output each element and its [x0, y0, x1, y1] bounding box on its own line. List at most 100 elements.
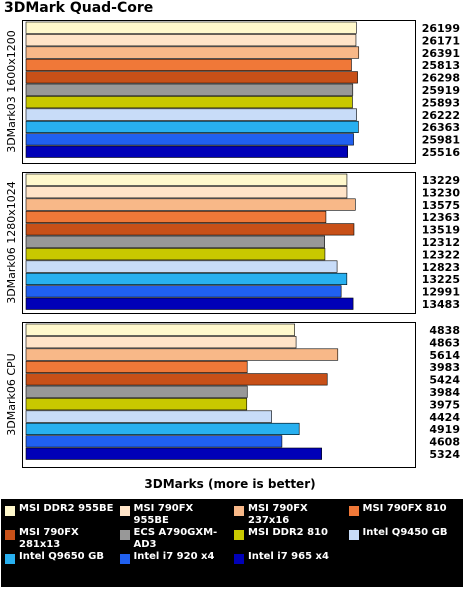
- bar: [25, 248, 326, 261]
- data-label: 25516: [422, 146, 461, 159]
- legend-label: MSI DDR2 955BE: [19, 503, 114, 514]
- bar: [25, 398, 248, 411]
- legend-item: MSI 790FX 955BE: [119, 503, 233, 527]
- data-label: 25813: [422, 59, 460, 72]
- data-label: 3984: [429, 386, 460, 399]
- bar: [25, 348, 339, 361]
- group-label: 3DMark06 CPU: [5, 353, 18, 435]
- data-label: 3975: [429, 398, 460, 411]
- bar: [25, 360, 248, 374]
- legend-item: Intel i7 965 x4: [234, 551, 347, 575]
- bar: [25, 83, 354, 96]
- legend-swatch: [234, 506, 244, 516]
- legend-swatch: [119, 554, 130, 564]
- bar: [25, 58, 352, 72]
- data-label: 13519: [422, 224, 460, 237]
- legend-label: MSI 790FX 810: [362, 503, 447, 514]
- legend-label: MSI DDR2 810: [248, 527, 328, 538]
- data-label: 4863: [429, 336, 460, 349]
- bar: [25, 422, 300, 436]
- data-label: 13575: [422, 199, 460, 212]
- bar: [25, 385, 248, 398]
- data-label: 4424: [429, 411, 460, 424]
- legend-label: ECS A790GXM-AD3: [133, 527, 218, 550]
- bar: [25, 285, 342, 298]
- data-label: 26222: [422, 109, 460, 122]
- data-label: 26171: [422, 34, 460, 47]
- group-label: 3DMark06 1280x1024: [5, 181, 18, 304]
- data-label: 5424: [429, 374, 460, 387]
- data-label: 13225: [422, 273, 460, 286]
- chart-title: 3DMark Quad-Core: [4, 0, 154, 16]
- legend-swatch: [348, 530, 359, 540]
- bar: [25, 46, 360, 59]
- data-label: 26391: [422, 47, 460, 60]
- bar: [25, 133, 354, 146]
- data-label: 26199: [422, 22, 460, 35]
- data-label: 26363: [422, 121, 460, 134]
- data-label: 5614: [429, 349, 460, 362]
- data-label: 12312: [422, 236, 460, 249]
- data-label: 12823: [422, 261, 460, 274]
- legend-swatch: [234, 530, 244, 540]
- data-label: 25893: [422, 96, 460, 109]
- bar: [25, 21, 357, 34]
- bar: [25, 323, 295, 336]
- legend-item: Intel Q9650 GB: [5, 551, 118, 575]
- legend-item: Intel i7 920 x4: [119, 551, 233, 575]
- legend-label: MSI 790FX 281x13: [19, 527, 79, 550]
- data-label: 13483: [422, 298, 460, 311]
- legend-label: MSI 790FX 955BE: [133, 503, 194, 526]
- data-label: 25981: [422, 134, 460, 147]
- legend-swatch: [119, 530, 130, 540]
- data-label: 12991: [422, 286, 460, 299]
- legend-item: Intel Q9450 GB: [348, 527, 462, 551]
- legend: MSI DDR2 955BE MSI 790FX 955BE MSI 790FX 2…: [1, 499, 463, 587]
- legend-swatch: [5, 530, 15, 540]
- x-axis-title: 3DMarks (more is better): [144, 477, 315, 491]
- legend-item: MSI 790FX 810: [348, 503, 462, 527]
- bar: [25, 223, 355, 236]
- bar: [25, 108, 357, 121]
- legend-item: MSI DDR2 955BE: [5, 503, 118, 527]
- data-label: 12322: [422, 248, 460, 261]
- legend-label: Intel Q9650 GB: [19, 551, 104, 562]
- bar: [25, 260, 338, 273]
- bar: [25, 297, 354, 310]
- bar: [25, 235, 325, 248]
- bar: [25, 447, 322, 460]
- data-label: 4919: [429, 423, 460, 436]
- bar: [25, 173, 348, 186]
- legend-swatch: [348, 506, 359, 516]
- data-label: 3983: [429, 361, 460, 374]
- bar: [25, 71, 358, 84]
- bar: [25, 272, 348, 286]
- bar: [25, 120, 359, 133]
- data-label: 4608: [429, 436, 460, 449]
- bar: [25, 198, 356, 211]
- data-label: 25919: [422, 84, 460, 97]
- data-label: 4838: [429, 324, 460, 337]
- bar: [25, 145, 349, 158]
- legend-label: Intel Q9450 GB: [362, 527, 448, 538]
- group-label: 3DMark03 1600x1200: [5, 30, 18, 153]
- data-label: 13229: [422, 174, 460, 187]
- legend-item: MSI 790FX 281x13: [5, 527, 118, 551]
- legend-swatch: [119, 506, 130, 516]
- bar: [25, 210, 327, 223]
- legend-swatch: [234, 554, 244, 564]
- bar: [25, 373, 328, 386]
- legend-item: MSI 790FX 237x16: [234, 503, 347, 527]
- legend-swatch: [5, 506, 15, 516]
- data-label: 5324: [429, 448, 460, 461]
- legend-label: MSI 790FX 237x16: [248, 503, 308, 526]
- bar: [25, 435, 283, 448]
- bar: [25, 336, 297, 349]
- data-label: 13230: [422, 186, 461, 199]
- data-label: 12363: [422, 211, 460, 224]
- bar: [25, 410, 272, 423]
- legend-swatch: [5, 554, 15, 564]
- legend-item: ECS A790GXM-AD3: [119, 527, 233, 551]
- bar: [25, 96, 353, 109]
